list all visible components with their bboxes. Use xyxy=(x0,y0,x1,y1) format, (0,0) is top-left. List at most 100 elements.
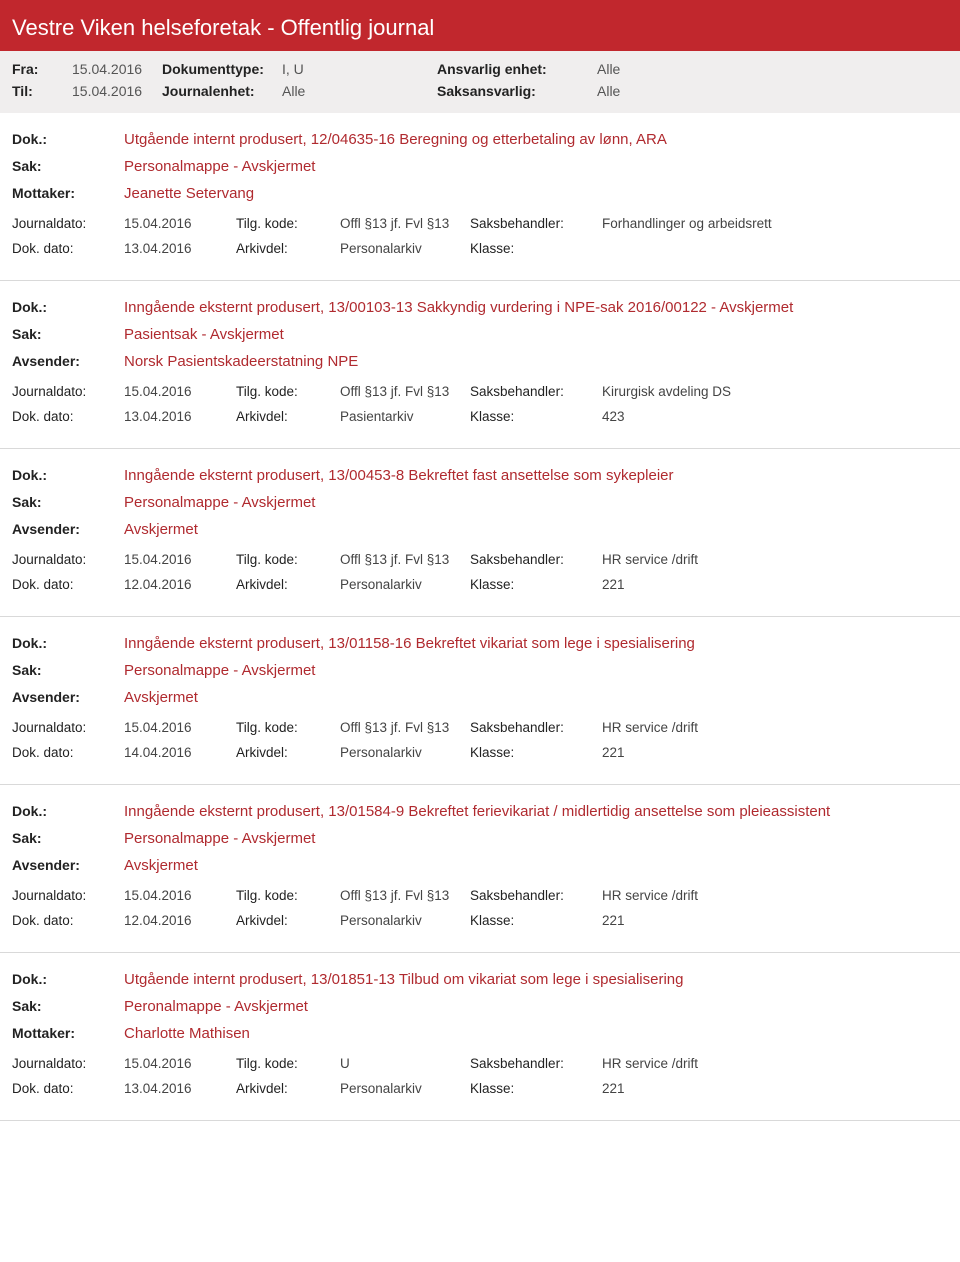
tilgkode-label: Tilg. kode: xyxy=(236,1056,340,1071)
journalenhet-value: Alle xyxy=(282,83,437,99)
arkivdel-label: Arkivdel: xyxy=(236,241,340,256)
arkivdel-value: Pasientarkiv xyxy=(340,409,470,424)
klasse-value: 221 xyxy=(602,745,948,760)
filter-row-1: Fra: 15.04.2016 Dokumenttype: I, U Ansva… xyxy=(12,61,948,77)
tilgkode-label: Tilg. kode: xyxy=(236,552,340,567)
arkivdel-value: Personalarkiv xyxy=(340,241,470,256)
fra-label: Fra: xyxy=(12,61,72,77)
tilgkode-value: Offl §13 jf. Fvl §13 xyxy=(340,888,470,903)
saksbehandler-value: Forhandlinger og arbeidsrett xyxy=(602,216,948,231)
dok-value: Inngående eksternt produsert, 13/00453-8… xyxy=(124,467,674,484)
arkivdel-value: Personalarkiv xyxy=(340,745,470,760)
sak-value: Pasientsak - Avskjermet xyxy=(124,326,284,343)
journal-entry: Dok.: Inngående eksternt produsert, 13/0… xyxy=(0,617,960,785)
til-label: Til: xyxy=(12,83,72,99)
dokdato-label: Dok. dato: xyxy=(12,241,124,256)
dok-label: Dok.: xyxy=(12,299,124,315)
dokdato-value: 13.04.2016 xyxy=(124,1081,236,1096)
doktype-label: Dokumenttype: xyxy=(162,61,282,77)
journal-entry: Dok.: Utgående internt produsert, 12/046… xyxy=(0,113,960,281)
party-value: Avskjermet xyxy=(124,689,198,706)
party-label: Avsender: xyxy=(12,857,124,873)
arkivdel-value: Personalarkiv xyxy=(340,577,470,592)
saksbehandler-value: HR service /drift xyxy=(602,720,948,735)
klasse-label: Klasse: xyxy=(470,913,602,928)
dok-label: Dok.: xyxy=(12,971,124,987)
dokdato-label: Dok. dato: xyxy=(12,913,124,928)
klasse-label: Klasse: xyxy=(470,1081,602,1096)
sak-value: Personalmappe - Avskjermet xyxy=(124,158,315,175)
journaldato-label: Journaldato: xyxy=(12,384,124,399)
dok-value: Inngående eksternt produsert, 13/01584-9… xyxy=(124,803,830,820)
saksbehandler-label: Saksbehandler: xyxy=(470,552,602,567)
journal-entry: Dok.: Inngående eksternt produsert, 13/0… xyxy=(0,785,960,953)
saksbehandler-label: Saksbehandler: xyxy=(470,1056,602,1071)
party-label: Avsender: xyxy=(12,353,124,369)
saksbehandler-label: Saksbehandler: xyxy=(470,720,602,735)
tilgkode-label: Tilg. kode: xyxy=(236,384,340,399)
journaldato-value: 15.04.2016 xyxy=(124,552,236,567)
tilgkode-value: Offl §13 jf. Fvl §13 xyxy=(340,720,470,735)
doktype-value: I, U xyxy=(282,61,437,77)
journaldato-value: 15.04.2016 xyxy=(124,720,236,735)
saksbehandler-value: Kirurgisk avdeling DS xyxy=(602,384,948,399)
sak-label: Sak: xyxy=(12,998,124,1014)
party-label: Mottaker: xyxy=(12,185,124,201)
tilgkode-value: Offl §13 jf. Fvl §13 xyxy=(340,552,470,567)
journal-entry: Dok.: Inngående eksternt produsert, 13/0… xyxy=(0,449,960,617)
journaldato-label: Journaldato: xyxy=(12,888,124,903)
tilgkode-value: Offl §13 jf. Fvl §13 xyxy=(340,216,470,231)
dok-value: Inngående eksternt produsert, 13/01158-1… xyxy=(124,635,695,652)
journaldato-label: Journaldato: xyxy=(12,216,124,231)
tilgkode-label: Tilg. kode: xyxy=(236,720,340,735)
party-value: Avskjermet xyxy=(124,521,198,538)
party-label: Avsender: xyxy=(12,521,124,537)
dok-value: Utgående internt produsert, 12/04635-16 … xyxy=(124,131,667,148)
tilgkode-value: U xyxy=(340,1056,470,1071)
party-value: Norsk Pasientskadeerstatning NPE xyxy=(124,353,358,370)
journaldato-value: 15.04.2016 xyxy=(124,216,236,231)
party-value: Jeanette Setervang xyxy=(124,185,254,202)
arkivdel-value: Personalarkiv xyxy=(340,1081,470,1096)
dok-value: Inngående eksternt produsert, 13/00103-1… xyxy=(124,299,793,316)
klasse-label: Klasse: xyxy=(470,577,602,592)
arkivdel-label: Arkivdel: xyxy=(236,1081,340,1096)
dokdato-label: Dok. dato: xyxy=(12,577,124,592)
sak-value: Personalmappe - Avskjermet xyxy=(124,830,315,847)
arkivdel-label: Arkivdel: xyxy=(236,913,340,928)
party-label: Mottaker: xyxy=(12,1025,124,1041)
dokdato-value: 12.04.2016 xyxy=(124,577,236,592)
dok-value: Utgående internt produsert, 13/01851-13 … xyxy=(124,971,683,988)
arkivdel-label: Arkivdel: xyxy=(236,577,340,592)
sak-value: Peronalmappe - Avskjermet xyxy=(124,998,308,1015)
dokdato-value: 14.04.2016 xyxy=(124,745,236,760)
dok-label: Dok.: xyxy=(12,635,124,651)
party-label: Avsender: xyxy=(12,689,124,705)
page-title-bar: Vestre Viken helseforetak - Offentlig jo… xyxy=(0,5,960,51)
arkivdel-label: Arkivdel: xyxy=(236,409,340,424)
sak-label: Sak: xyxy=(12,662,124,678)
journaldato-label: Journaldato: xyxy=(12,552,124,567)
klasse-value: 221 xyxy=(602,1081,948,1096)
fra-value: 15.04.2016 xyxy=(72,61,162,77)
sak-label: Sak: xyxy=(12,158,124,174)
saksbehandler-label: Saksbehandler: xyxy=(470,216,602,231)
saksansvarlig-label: Saksansvarlig: xyxy=(437,83,597,99)
dokdato-value: 12.04.2016 xyxy=(124,913,236,928)
saksbehandler-value: HR service /drift xyxy=(602,552,948,567)
page-title: Vestre Viken helseforetak - Offentlig jo… xyxy=(12,15,434,40)
arkivdel-label: Arkivdel: xyxy=(236,745,340,760)
saksbehandler-value: HR service /drift xyxy=(602,1056,948,1071)
saksbehandler-label: Saksbehandler: xyxy=(470,384,602,399)
dokdato-value: 13.04.2016 xyxy=(124,241,236,256)
sak-label: Sak: xyxy=(12,830,124,846)
klasse-value: 423 xyxy=(602,409,948,424)
dokdato-label: Dok. dato: xyxy=(12,745,124,760)
klasse-label: Klasse: xyxy=(470,745,602,760)
ansvarlig-value: Alle xyxy=(597,61,620,77)
tilgkode-value: Offl §13 jf. Fvl §13 xyxy=(340,384,470,399)
klasse-label: Klasse: xyxy=(470,241,602,256)
journaldato-label: Journaldato: xyxy=(12,720,124,735)
klasse-value: 221 xyxy=(602,577,948,592)
journal-page: Vestre Viken helseforetak - Offentlig jo… xyxy=(0,0,960,1121)
